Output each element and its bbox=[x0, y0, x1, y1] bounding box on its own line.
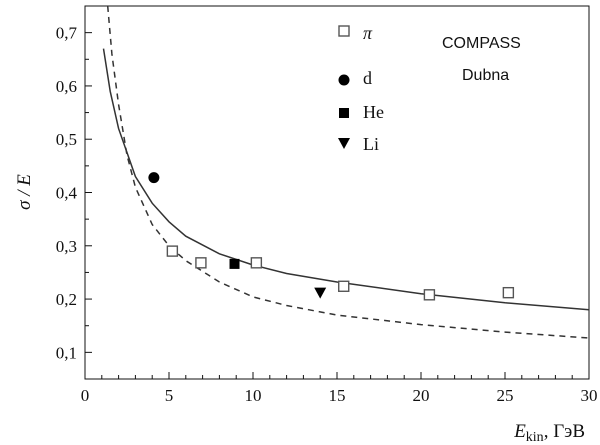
point-li bbox=[314, 287, 327, 299]
y-tick-label: 0,5 bbox=[56, 130, 77, 149]
x-axis-title-unit: , ГэВ bbox=[544, 421, 585, 442]
y-tick-label: 0,6 bbox=[56, 77, 77, 96]
x-tick-label: 25 bbox=[497, 386, 514, 405]
x-tick-label: 30 bbox=[581, 386, 598, 405]
point-d bbox=[148, 172, 160, 184]
x-tick-label: 15 bbox=[329, 386, 346, 405]
x-tick-label: 5 bbox=[165, 386, 174, 405]
annotation-dubna: Dubna bbox=[462, 67, 509, 84]
point-pi bbox=[195, 257, 207, 269]
legend-marker-li bbox=[338, 138, 350, 149]
x-axis: 0 5 10 15 20 25 30 bbox=[81, 372, 598, 405]
y-axis: 0,1 0,2 0,3 0,4 0,5 0,6 0,7 bbox=[56, 24, 92, 380]
legend-label-li: Li bbox=[363, 134, 379, 154]
legend-label-d: d bbox=[363, 68, 372, 88]
legend-label-he: He bbox=[363, 102, 384, 122]
legend: π d He Li bbox=[338, 23, 384, 154]
legend-marker-pi bbox=[338, 25, 350, 37]
point-pi bbox=[423, 289, 436, 301]
y-tick-label: 0,4 bbox=[56, 184, 78, 203]
fit-curve-solid bbox=[102, 48, 590, 311]
y-tick-label: 0,1 bbox=[56, 343, 77, 362]
plot-frame bbox=[84, 5, 590, 380]
legend-label-pi: π bbox=[363, 23, 373, 43]
point-pi bbox=[338, 280, 350, 292]
y-tick-label: 0,2 bbox=[56, 290, 77, 309]
x-axis-title: Ekin, ГэВ bbox=[513, 421, 585, 445]
point-pi bbox=[166, 245, 179, 257]
x-axis-title-main: E bbox=[513, 421, 526, 442]
point-pi bbox=[502, 286, 515, 299]
legend-marker-d bbox=[338, 74, 350, 86]
y-tick-label: 0,7 bbox=[56, 24, 78, 43]
point-pi bbox=[250, 257, 263, 269]
data-points-layer bbox=[148, 172, 515, 301]
x-tick-label: 10 bbox=[245, 386, 262, 405]
point-he bbox=[229, 258, 240, 269]
y-tick-label: 0,3 bbox=[56, 237, 77, 256]
legend-marker-he bbox=[339, 108, 349, 118]
curves-layer bbox=[102, 5, 590, 339]
x-axis-title-sub: kin bbox=[526, 430, 544, 445]
annotation-compass: COMPASS bbox=[442, 35, 521, 52]
y-axis-title: σ / E bbox=[14, 174, 35, 210]
x-tick-label: 0 bbox=[81, 386, 90, 405]
x-tick-label: 20 bbox=[413, 386, 430, 405]
